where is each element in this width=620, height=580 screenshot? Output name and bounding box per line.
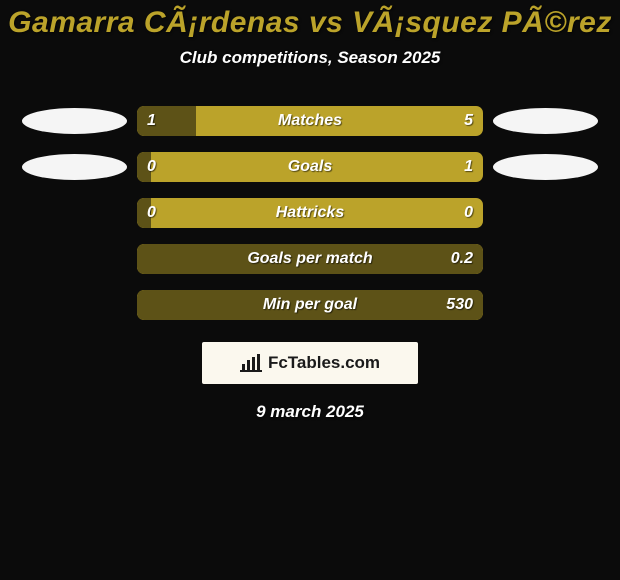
right-ellipse (493, 154, 598, 180)
stat-label: Min per goal (137, 290, 483, 320)
left-ellipse (22, 154, 127, 180)
date-text: 9 march 2025 (0, 402, 620, 422)
branding-text: FcTables.com (268, 353, 380, 373)
subtitle: Club competitions, Season 2025 (0, 48, 620, 68)
chart-bars-icon (240, 354, 262, 372)
stat-row: Min per goal530 (0, 282, 620, 328)
stat-label: Goals (137, 152, 483, 182)
stat-row: 1Matches5 (0, 98, 620, 144)
stat-right-value: 0.2 (451, 244, 473, 274)
stat-right-value: 0 (464, 198, 473, 228)
stat-right-value: 1 (464, 152, 473, 182)
comparison-card: Gamarra CÃ¡rdenas vs VÃ¡squez PÃ©rez Clu… (0, 0, 620, 580)
stat-bar: 1Matches5 (137, 106, 483, 136)
branding-badge: FcTables.com (202, 342, 418, 384)
stat-row: Goals per match0.2 (0, 236, 620, 282)
stat-label: Hattricks (137, 198, 483, 228)
right-ellipse (493, 108, 598, 134)
stat-label: Goals per match (137, 244, 483, 274)
stat-bar: 0Goals1 (137, 152, 483, 182)
stat-bar: Min per goal530 (137, 290, 483, 320)
stat-right-value: 5 (464, 106, 473, 136)
left-ellipse (22, 108, 127, 134)
stat-rows: 1Matches50Goals10Hattricks0Goals per mat… (0, 98, 620, 328)
stat-label: Matches (137, 106, 483, 136)
stat-right-value: 530 (446, 290, 473, 320)
stat-bar: Goals per match0.2 (137, 244, 483, 274)
stat-row: 0Hattricks0 (0, 190, 620, 236)
stat-row: 0Goals1 (0, 144, 620, 190)
page-title: Gamarra CÃ¡rdenas vs VÃ¡squez PÃ©rez (0, 0, 620, 40)
stat-bar: 0Hattricks0 (137, 198, 483, 228)
